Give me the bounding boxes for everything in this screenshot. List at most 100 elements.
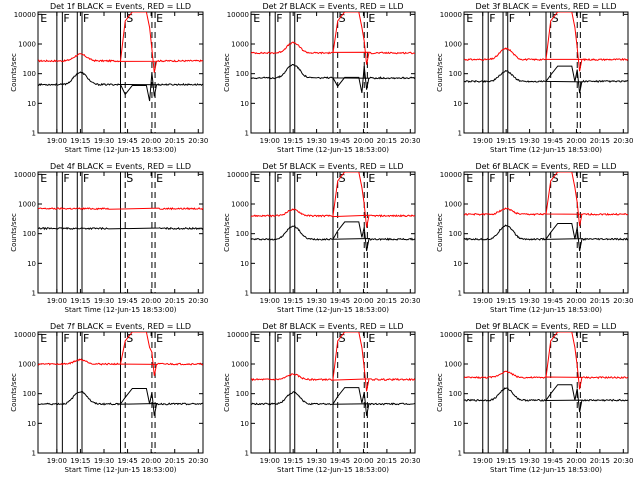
lld-series xyxy=(38,207,203,211)
panel-1: Det 1f BLACK = Events, RED = LLD Counts/s… xyxy=(10,2,208,154)
y-tick-label: 100 xyxy=(23,390,36,398)
x-tick-label: 20:15 xyxy=(165,297,185,305)
segment-label: F xyxy=(509,332,515,345)
y-tick-label: 1000 xyxy=(18,201,36,209)
segment-label: E xyxy=(156,332,163,345)
y-tick-label: 10000 xyxy=(440,11,462,19)
x-tick-label: 20:15 xyxy=(165,457,185,465)
x-tick-label: 19:45 xyxy=(330,457,350,465)
panel-title: Det 4f BLACK = Events, RED = LLD xyxy=(50,162,191,171)
segment-label: E xyxy=(581,172,588,185)
lld-series-flare xyxy=(120,12,158,73)
events-series-flare xyxy=(332,221,370,252)
y-axis-label: Counts/sec xyxy=(436,213,444,252)
x-tick-label: 19:15 xyxy=(496,137,516,145)
y-tick-label: 10 xyxy=(453,260,462,268)
y-tick-label: 1 xyxy=(458,130,462,138)
x-tick-label: 20:30 xyxy=(188,297,208,305)
y-tick-label: 10 xyxy=(453,420,462,428)
events-series-flare xyxy=(332,387,370,416)
x-tick-label: 19:30 xyxy=(94,457,114,465)
x-tick-label: 19:30 xyxy=(520,457,540,465)
x-tick-label: 19:30 xyxy=(94,137,114,145)
y-tick-label: 10000 xyxy=(14,11,36,19)
panel-5: Det 5f BLACK = Events, RED = LLD Counts/s… xyxy=(223,162,420,314)
y-tick-label: 10 xyxy=(27,420,36,428)
y-tick-label: 1 xyxy=(32,450,36,458)
segment-label: E xyxy=(253,172,260,185)
y-axis-label: Counts/sec xyxy=(223,213,231,252)
segment-label: F xyxy=(296,12,302,25)
segment-label: E xyxy=(253,12,260,25)
y-tick-label: 10 xyxy=(240,260,249,268)
lld-series xyxy=(464,370,628,380)
segment-label: F xyxy=(63,332,69,345)
events-series-flare xyxy=(120,72,158,102)
y-tick-label: 10000 xyxy=(227,11,249,19)
events-series-flare xyxy=(332,66,370,93)
y-tick-label: 1 xyxy=(245,290,249,298)
x-tick-label: 19:00 xyxy=(47,457,67,465)
segment-label: F xyxy=(489,12,495,25)
x-tick-label: 19:45 xyxy=(543,457,563,465)
x-tick-label: 19:45 xyxy=(330,297,350,305)
x-tick-label: 20:15 xyxy=(377,457,397,465)
events-series xyxy=(38,226,203,231)
y-tick-label: 10000 xyxy=(440,171,462,179)
events-series-flare xyxy=(545,65,583,94)
y-tick-label: 100 xyxy=(449,390,462,398)
x-tick-label: 19:15 xyxy=(496,297,516,305)
x-tick-label: 19:30 xyxy=(520,297,540,305)
segment-label: S xyxy=(339,172,346,185)
y-tick-label: 1 xyxy=(458,450,462,458)
segment-label: E xyxy=(156,12,163,25)
segment-label: E xyxy=(368,332,375,345)
y-axis-label: Counts/sec xyxy=(10,373,18,412)
lld-series-flare xyxy=(120,332,158,376)
x-tick-label: 20:15 xyxy=(377,297,397,305)
x-tick-label: 19:15 xyxy=(70,457,90,465)
x-tick-label: 19:45 xyxy=(117,297,137,305)
events-series xyxy=(464,387,628,402)
y-tick-label: 100 xyxy=(236,390,249,398)
y-tick-label: 10000 xyxy=(227,171,249,179)
y-tick-label: 10000 xyxy=(14,331,36,339)
x-axis-label: Start Time (12-Jun-15 18:53:00) xyxy=(490,146,602,154)
segment-label: F xyxy=(276,172,282,185)
y-tick-label: 100 xyxy=(449,230,462,238)
segment-label: S xyxy=(552,12,559,25)
panel-title: Det 2f BLACK = Events, RED = LLD xyxy=(262,2,403,11)
segment-label: F xyxy=(489,332,495,345)
y-tick-label: 10 xyxy=(240,100,249,108)
y-tick-label: 1000 xyxy=(231,361,249,369)
y-axis-label: Counts/sec xyxy=(223,53,231,92)
lld-series xyxy=(251,373,415,382)
segment-label: E xyxy=(40,172,47,185)
x-tick-label: 20:00 xyxy=(353,457,373,465)
panel-8: Det 8f BLACK = Events, RED = LLD Counts/s… xyxy=(223,322,420,474)
lld-series xyxy=(38,53,203,63)
x-tick-label: 20:00 xyxy=(353,137,373,145)
x-tick-label: 20:00 xyxy=(141,297,161,305)
y-tick-label: 10000 xyxy=(440,331,462,339)
segment-label: F xyxy=(83,12,89,25)
x-tick-label: 19:00 xyxy=(473,297,493,305)
segment-label: F xyxy=(276,332,282,345)
x-axis-label: Start Time (12-Jun-15 18:53:00) xyxy=(490,306,602,314)
segment-label: E xyxy=(368,172,375,185)
segment-label: E xyxy=(40,12,47,25)
panel-9: Det 9f BLACK = Events, RED = LLD Counts/s… xyxy=(436,322,633,474)
x-axis-label: Start Time (12-Jun-15 18:53:00) xyxy=(277,146,389,154)
x-tick-label: 20:00 xyxy=(566,137,586,145)
x-tick-label: 19:00 xyxy=(47,137,67,145)
panel-2: Det 2f BLACK = Events, RED = LLD Counts/s… xyxy=(223,2,420,154)
x-tick-label: 19:15 xyxy=(496,457,516,465)
segment-label: F xyxy=(509,12,515,25)
y-tick-label: 1000 xyxy=(18,361,36,369)
x-tick-label: 20:00 xyxy=(353,297,373,305)
segment-label: F xyxy=(83,332,89,345)
segment-label: S xyxy=(339,12,346,25)
y-tick-label: 100 xyxy=(449,70,462,78)
